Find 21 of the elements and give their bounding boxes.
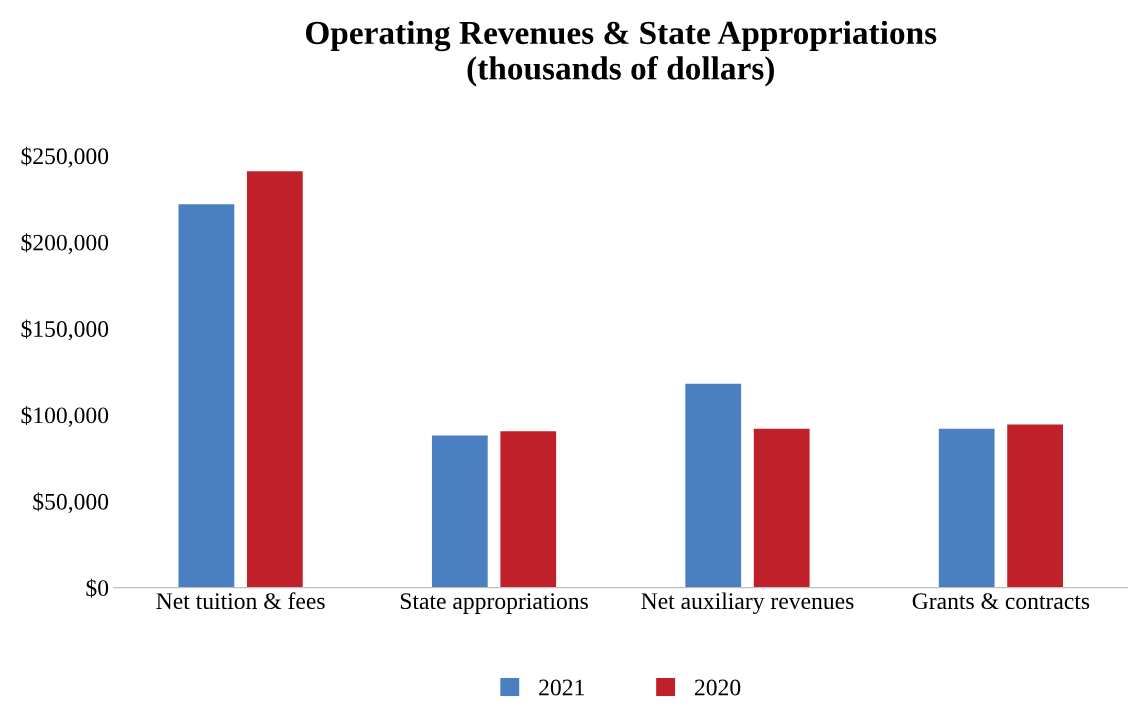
x-tick-label: Grants & contracts [912, 593, 1090, 610]
bar [500, 431, 557, 588]
x-tick-label: Net auxiliary revenues [641, 592, 854, 614]
y-tick-label: $250,000 [21, 146, 109, 168]
y-tick-label: $0 [86, 578, 109, 598]
bar [1007, 424, 1063, 588]
chart-title: Operating Revenues & State Appropriations (thousands of dollars) [306, 20, 937, 87]
x-tick-label: State appropriations [400, 593, 588, 614]
y-tick-label: $150,000 [21, 319, 109, 341]
x-tick-label: Net tuition & fees [156, 592, 325, 610]
legend-label: 2020 [694, 679, 741, 696]
bar [938, 428, 995, 588]
bar [685, 383, 742, 588]
bar [431, 435, 488, 588]
y-tick-label: $200,000 [21, 233, 109, 254]
y-tick-label: $100,000 [21, 405, 109, 427]
bar [246, 171, 303, 588]
legend-label: 2021 [539, 679, 584, 696]
y-tick-label: $50,000 [33, 492, 109, 514]
bar [178, 204, 235, 588]
bar [753, 428, 810, 588]
